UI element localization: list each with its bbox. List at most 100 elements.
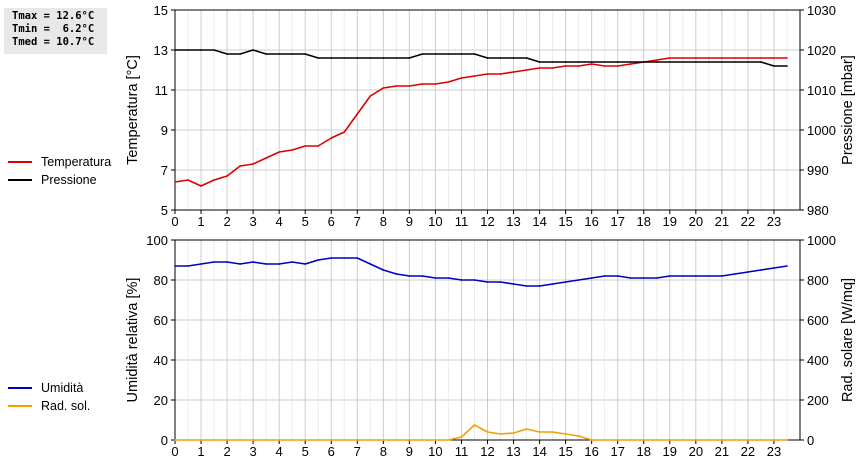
data-point-umidit bbox=[317, 259, 320, 261]
y-right-tick-label: 990 bbox=[807, 163, 829, 178]
data-point-pressione bbox=[421, 53, 424, 55]
data-point-rad-sol bbox=[551, 431, 554, 433]
data-point-umidit bbox=[252, 261, 254, 263]
data-point-temperatura bbox=[577, 65, 580, 67]
y-right-tick-label: 200 bbox=[807, 393, 829, 408]
data-point-rad-sol bbox=[786, 439, 788, 441]
data-point-pressione bbox=[265, 53, 267, 55]
legend-label-umidita: Umidità bbox=[41, 381, 84, 395]
data-point-temperatura bbox=[187, 179, 189, 181]
data-point-rad-sol bbox=[773, 439, 775, 441]
x-tick-label: 18 bbox=[637, 214, 651, 229]
data-point-rad-sol bbox=[616, 439, 619, 441]
data-point-temperatura bbox=[669, 57, 671, 59]
data-point-temperatura bbox=[721, 57, 723, 59]
data-point-pressione bbox=[708, 61, 710, 63]
data-point-rad-sol bbox=[395, 439, 398, 441]
data-point-umidit bbox=[538, 285, 541, 287]
x-tick-label: 17 bbox=[610, 214, 624, 229]
data-point-rad-sol bbox=[213, 439, 215, 441]
series-line-temperatura bbox=[174, 57, 787, 187]
x-tick-label: 10 bbox=[428, 444, 442, 459]
data-point-temperatura bbox=[434, 83, 437, 85]
data-point-umidit bbox=[187, 265, 189, 267]
data-point-rad-sol bbox=[747, 439, 749, 441]
data-point-umidit bbox=[721, 275, 723, 277]
x-tick-label: 1 bbox=[197, 444, 204, 459]
data-point-temperatura bbox=[486, 73, 489, 75]
data-point-rad-sol bbox=[473, 424, 476, 426]
x-tick-label: 18 bbox=[637, 444, 651, 459]
data-point-temperatura bbox=[786, 57, 788, 59]
data-point-rad-sol bbox=[304, 439, 307, 441]
data-point-rad-sol bbox=[265, 439, 267, 441]
data-point-pressione bbox=[330, 57, 333, 59]
data-point-rad-sol bbox=[525, 428, 528, 430]
data-point-rad-sol bbox=[278, 439, 281, 441]
data-point-pressione bbox=[382, 57, 385, 59]
data-point-umidit bbox=[174, 265, 176, 267]
data-point-temperatura bbox=[616, 65, 619, 67]
data-point-pressione bbox=[226, 53, 228, 55]
data-point-pressione bbox=[434, 53, 437, 55]
data-point-umidit bbox=[525, 285, 528, 287]
x-tick-label: 2 bbox=[223, 444, 230, 459]
data-point-rad-sol bbox=[512, 432, 515, 434]
data-point-rad-sol bbox=[629, 439, 632, 441]
data-point-umidit bbox=[460, 279, 463, 281]
data-point-temperatura bbox=[421, 83, 424, 85]
data-point-pressione bbox=[747, 61, 749, 63]
data-point-pressione bbox=[447, 53, 450, 55]
x-tick-label: 22 bbox=[741, 214, 755, 229]
x-tick-label: 14 bbox=[532, 444, 546, 459]
data-point-pressione bbox=[760, 61, 762, 63]
data-point-temperatura bbox=[525, 69, 528, 71]
legend-item-temperatura: Temperatura bbox=[8, 153, 111, 171]
data-point-pressione bbox=[317, 57, 320, 59]
data-point-umidit bbox=[343, 257, 346, 259]
data-point-umidit bbox=[564, 281, 567, 283]
data-point-rad-sol bbox=[708, 439, 710, 441]
x-tick-label: 3 bbox=[250, 444, 257, 459]
tmax-label: Tmax = 12.6°C bbox=[12, 10, 95, 22]
data-point-pressione bbox=[616, 61, 619, 63]
data-point-pressione bbox=[343, 57, 346, 59]
data-point-rad-sol bbox=[187, 439, 189, 441]
y-left-tick-label: 5 bbox=[161, 203, 168, 218]
x-tick-label: 6 bbox=[328, 214, 335, 229]
data-point-pressione bbox=[499, 57, 502, 59]
data-point-pressione bbox=[408, 57, 411, 59]
data-point-umidit bbox=[486, 281, 489, 283]
y-left-tick-label: 40 bbox=[154, 353, 168, 368]
y-right-tick-label: 400 bbox=[807, 353, 829, 368]
data-point-pressione bbox=[564, 61, 567, 63]
legend-item-pressione: Pressione bbox=[8, 171, 111, 189]
legend-label-pressione: Pressione bbox=[41, 173, 97, 187]
legend-top: Temperatura Pressione bbox=[8, 153, 111, 189]
x-tick-label: 5 bbox=[302, 444, 309, 459]
data-point-rad-sol bbox=[577, 435, 580, 437]
x-tick-label: 20 bbox=[689, 214, 703, 229]
data-point-umidit bbox=[786, 265, 788, 267]
x-tick-label: 21 bbox=[715, 444, 729, 459]
data-point-temperatura bbox=[512, 71, 515, 73]
data-point-umidit bbox=[773, 267, 775, 269]
data-point-pressione bbox=[669, 61, 671, 63]
data-point-umidit bbox=[434, 277, 437, 279]
data-point-umidit bbox=[421, 275, 424, 277]
data-point-pressione bbox=[656, 61, 658, 63]
data-point-umidit bbox=[616, 275, 619, 277]
data-point-temperatura bbox=[447, 81, 450, 83]
x-tick-label: 2 bbox=[223, 214, 230, 229]
data-point-umidit bbox=[200, 263, 202, 265]
data-point-temperatura bbox=[356, 113, 359, 115]
data-point-rad-sol bbox=[486, 431, 489, 433]
x-tick-label: 15 bbox=[558, 444, 572, 459]
data-point-pressione bbox=[473, 53, 476, 55]
x-tick-label: 4 bbox=[276, 214, 283, 229]
y-right-axis-title: Pressione [mbar] bbox=[840, 55, 856, 165]
data-point-umidit bbox=[590, 277, 593, 279]
data-point-rad-sol bbox=[369, 439, 372, 441]
data-point-umidit bbox=[695, 275, 697, 277]
data-point-umidit bbox=[356, 257, 359, 259]
